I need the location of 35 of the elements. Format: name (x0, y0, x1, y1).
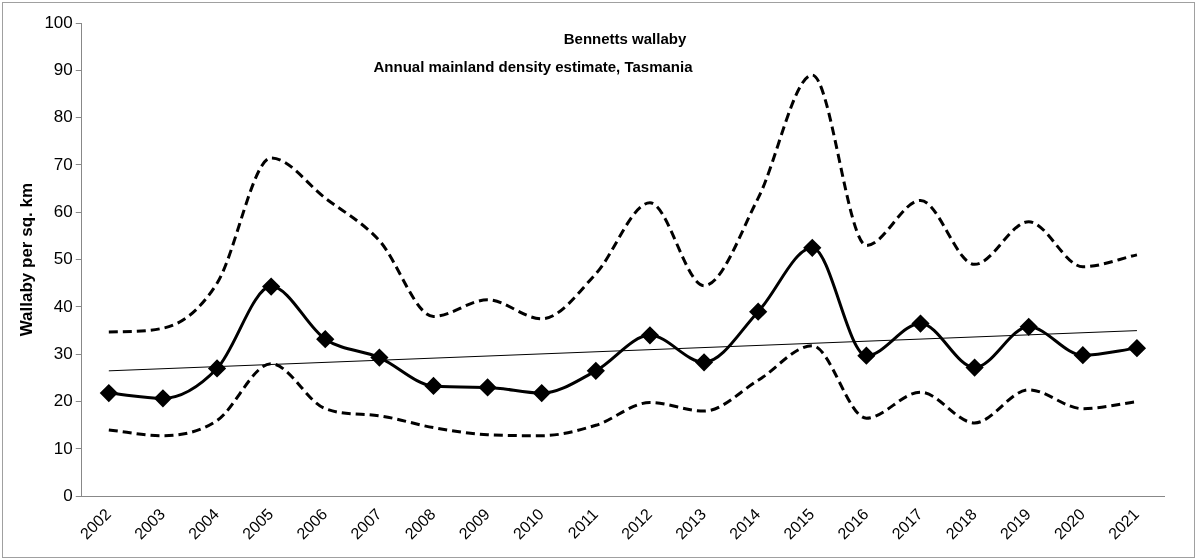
y-tick-label: 100 (44, 12, 73, 32)
point (154, 389, 172, 407)
text: Bennetts wallaby (563, 29, 687, 47)
point (749, 303, 767, 321)
y-tick-label: 90 (53, 60, 73, 80)
point (912, 315, 929, 333)
y-tick-label: 60 (53, 201, 73, 221)
y-axis-title: Wallaby per sq. km (16, 182, 36, 337)
y-tick-label: 20 (53, 391, 73, 411)
point (316, 330, 334, 348)
point (1128, 339, 1146, 357)
y-tick-label: 0 (63, 485, 73, 505)
y-tick-label: 70 (53, 154, 73, 174)
point (966, 359, 984, 377)
line-series (107, 73, 1139, 334)
y-tick-label: 50 (53, 249, 73, 269)
point (1020, 318, 1038, 336)
point (803, 239, 821, 257)
point (424, 377, 442, 395)
point (587, 362, 605, 380)
text: Annual mainland density estimate, Tasmania (373, 58, 694, 76)
point (641, 326, 659, 344)
y-tick-label: 80 (53, 107, 73, 127)
point (479, 378, 497, 396)
y-tick-label: 30 (53, 343, 73, 363)
point (695, 353, 713, 371)
y-tick-label: 40 (53, 296, 73, 316)
y-tick-label: 10 (53, 438, 73, 458)
point (370, 349, 388, 367)
point (533, 384, 551, 402)
point (857, 347, 875, 365)
point (1074, 346, 1092, 364)
point (208, 359, 226, 377)
point (100, 384, 118, 402)
point (262, 278, 280, 296)
